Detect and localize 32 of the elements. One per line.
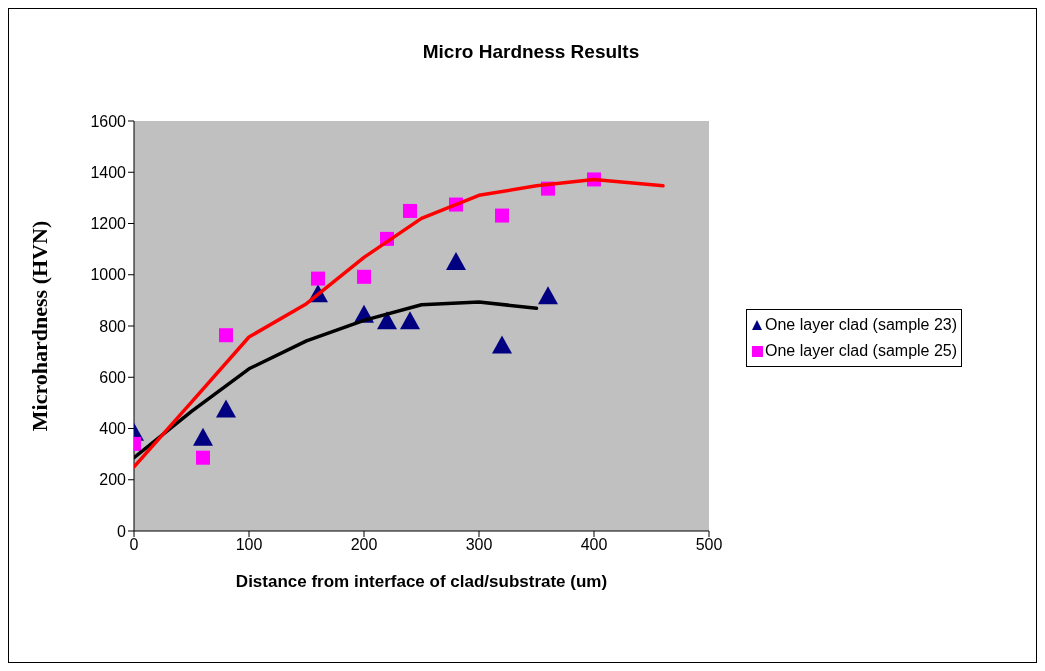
x-tick-label: 200 — [350, 536, 378, 554]
x-tick-label: 400 — [580, 536, 608, 554]
y-tick-label: 1000 — [90, 266, 127, 284]
point — [492, 335, 512, 354]
point — [403, 203, 417, 218]
x-tick-label: 300 — [465, 536, 493, 554]
y-tick-label: 400 — [99, 420, 127, 438]
point — [495, 208, 509, 223]
y-tick-label: 200 — [99, 471, 127, 489]
chart-title: Micro Hardness Results — [421, 41, 641, 63]
point — [193, 427, 213, 446]
y-tick-label: 1200 — [90, 215, 127, 233]
y-tick-label: 600 — [99, 368, 127, 386]
x-axis-title: Distance from interface of clad/substrate (um) — [235, 572, 608, 591]
point — [196, 450, 210, 465]
y-tick-label: 800 — [99, 317, 127, 335]
x-tick-label: 0 — [129, 536, 139, 554]
legend-label: One layer clad (sample 25) — [765, 341, 958, 361]
point — [219, 328, 233, 343]
point — [538, 286, 558, 305]
point — [446, 251, 466, 270]
y-tick-label: 1600 — [90, 112, 127, 130]
y-axis-title: Microhardness (HVN) — [26, 220, 52, 432]
y-tick-label: 0 — [117, 522, 127, 540]
y-tick-label: 1400 — [90, 163, 127, 181]
legend-label: One layer clad (sample 23) — [765, 315, 958, 335]
x-tick-label: 100 — [235, 536, 263, 554]
point — [311, 271, 325, 286]
x-tick-label: 500 — [695, 536, 723, 554]
point — [216, 399, 236, 418]
point — [400, 311, 420, 330]
point — [357, 269, 371, 284]
